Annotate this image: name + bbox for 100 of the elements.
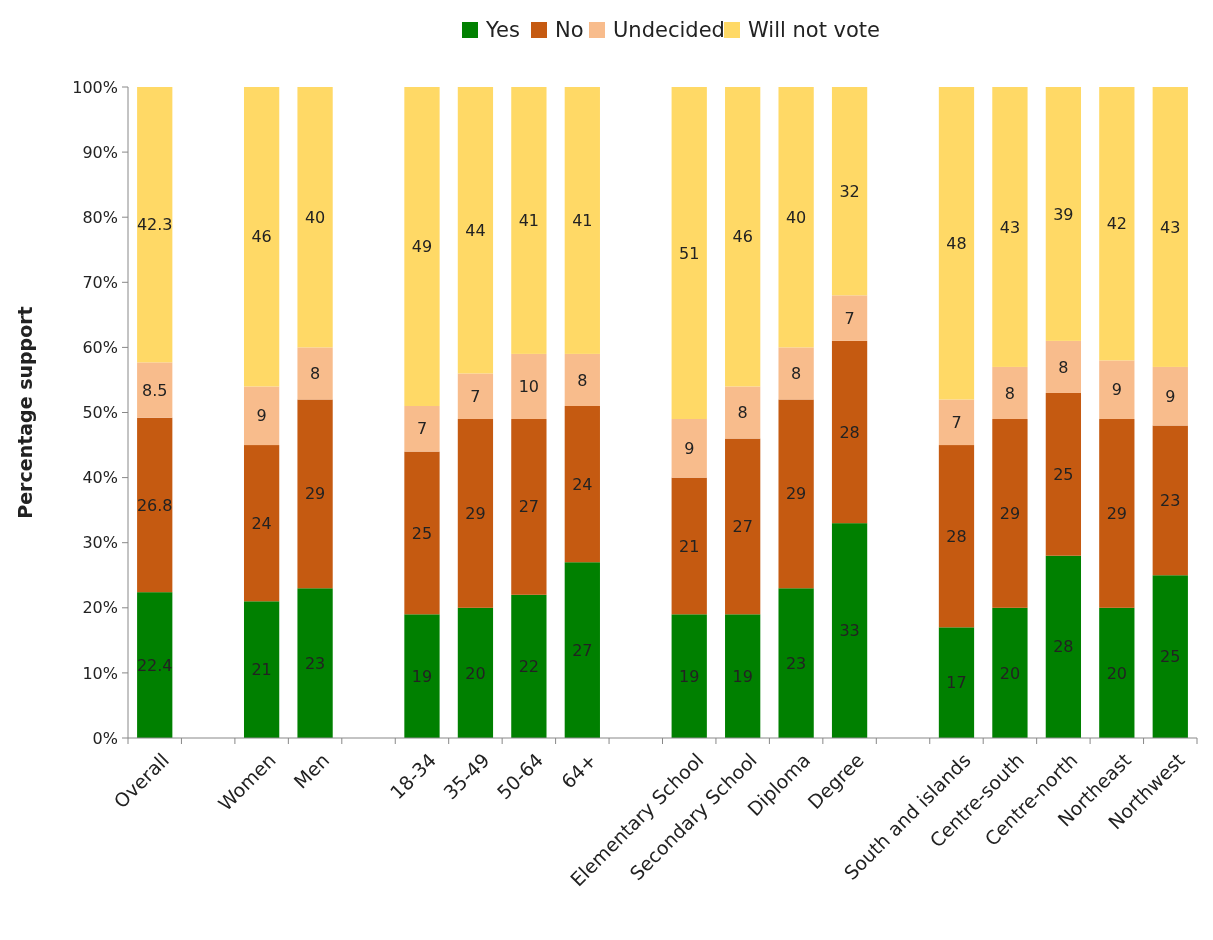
data-label: 49: [411, 237, 433, 257]
data-label: 29: [999, 504, 1021, 524]
data-label: 27: [518, 497, 540, 517]
bar: [511, 594, 547, 738]
data-label: 29: [1106, 504, 1127, 524]
y-tick-label: 80%: [82, 207, 118, 227]
data-label: 41: [518, 211, 540, 231]
bar: [1045, 555, 1082, 738]
data-label: 40: [304, 207, 326, 227]
data-label: 46: [251, 227, 272, 247]
legend-label: Undecided: [613, 18, 725, 43]
data-label: 27: [732, 517, 753, 537]
bar: [1152, 575, 1188, 738]
data-label: 10: [518, 377, 540, 397]
bar: [671, 419, 707, 478]
bar: [831, 523, 868, 738]
bar: [938, 399, 975, 446]
y-tick-label: 20%: [82, 598, 118, 618]
bar: [992, 419, 1028, 608]
data-label: 7: [416, 419, 428, 439]
bar: [243, 601, 280, 738]
data-label: 40: [785, 207, 807, 227]
bar: [511, 353, 547, 420]
bar: [671, 614, 707, 738]
legend-label: Yes: [485, 18, 520, 43]
data-label: 19: [732, 666, 753, 686]
data-label: 25: [411, 523, 433, 543]
bar: [137, 592, 173, 738]
data-label: 33: [839, 621, 860, 641]
y-tick-label: 10%: [82, 663, 118, 683]
y-tick-label: 0%: [92, 728, 118, 748]
bar: [404, 87, 440, 406]
bar: [243, 445, 280, 602]
bar: [564, 562, 600, 738]
bar: [778, 87, 814, 348]
data-label: 28: [839, 422, 860, 442]
bar: [725, 87, 761, 387]
bar: [297, 399, 333, 589]
y-tick-label: 70%: [82, 272, 118, 292]
data-label: 7: [470, 386, 481, 406]
data-label: 44: [465, 220, 486, 240]
bar: [778, 347, 814, 400]
data-label: 8: [1004, 383, 1016, 403]
bar: [297, 87, 333, 348]
bar: [564, 353, 600, 406]
x-tick-label: 64+: [556, 748, 601, 793]
data-label: 23: [785, 653, 807, 673]
data-label: 25: [1160, 647, 1181, 667]
bar: [457, 419, 494, 608]
bar: [938, 627, 975, 738]
bar: [1045, 340, 1082, 393]
bar: [725, 386, 761, 439]
data-label: 8: [737, 403, 748, 423]
data-label: 7: [844, 308, 855, 328]
data-label: 21: [251, 660, 272, 680]
legend-label: Will not vote: [748, 18, 880, 43]
bar: [725, 438, 761, 615]
data-label: 42.3: [136, 215, 173, 235]
data-label: 39: [1053, 204, 1074, 224]
bar: [511, 419, 547, 595]
data-label: 51: [679, 243, 700, 263]
bar: [404, 405, 440, 452]
y-axis-title: Percentage support: [14, 306, 36, 519]
bar: [1099, 419, 1135, 608]
data-label: 29: [304, 484, 326, 504]
bar: [725, 614, 761, 738]
data-label: 43: [1160, 217, 1181, 237]
data-label: 24: [572, 474, 593, 494]
bar: [778, 588, 814, 738]
data-label: 26.8: [136, 495, 173, 515]
bar: [992, 87, 1028, 367]
bar: [1152, 87, 1188, 367]
bar: [137, 362, 173, 418]
data-label: 7: [951, 412, 962, 432]
data-label: 23: [304, 653, 326, 673]
bar: [137, 87, 173, 363]
bar: [671, 477, 707, 615]
data-label: 8: [1058, 357, 1069, 377]
bar: [564, 405, 600, 563]
data-label: 9: [1111, 380, 1122, 400]
data-label: 22: [518, 656, 540, 676]
data-label: 23: [1160, 490, 1181, 510]
bar: [243, 386, 280, 446]
bar: [1045, 87, 1082, 341]
data-label: 29: [465, 504, 486, 524]
y-tick-label: 100%: [72, 77, 118, 97]
bar: [1099, 607, 1135, 738]
data-label: 22.4: [136, 655, 173, 675]
bar: [1045, 392, 1082, 556]
data-label: 46: [732, 227, 753, 247]
y-tick-label: 50%: [82, 403, 118, 423]
data-label: 24: [251, 513, 272, 533]
data-label: 19: [679, 666, 700, 686]
bar: [1152, 425, 1188, 576]
data-label: 41: [572, 211, 593, 231]
data-label: 48: [946, 233, 967, 253]
bar: [457, 607, 494, 738]
bar: [1099, 87, 1135, 361]
data-label: 19: [411, 666, 433, 686]
data-label: 20: [1106, 663, 1127, 683]
